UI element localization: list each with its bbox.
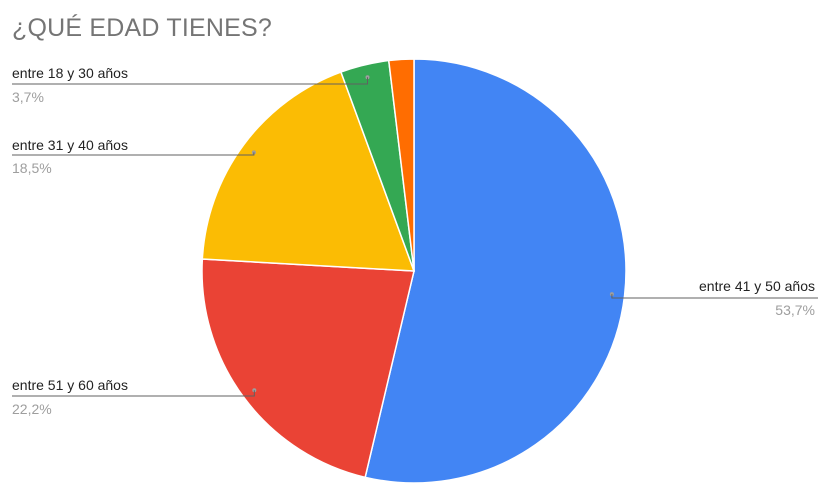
slice-percent-2: 18,5% xyxy=(12,160,52,176)
leader-line-0 xyxy=(611,294,818,299)
slice-label-2: entre 31 y 40 años xyxy=(12,137,128,153)
leader-line-2 xyxy=(12,152,255,156)
pie-labels: entre 41 y 50 años 53,7% entre 51 y 60 año… xyxy=(12,65,818,417)
leader-line-3 xyxy=(12,77,368,85)
pie-slice-2[interactable] xyxy=(201,71,416,272)
slice-percent-3: 3,7% xyxy=(12,89,44,105)
pie-slice-4[interactable] xyxy=(387,58,415,272)
leader-line-1 xyxy=(12,390,255,397)
slice-label-1: entre 51 y 60 años xyxy=(12,377,128,393)
slice-percent-1: 22,2% xyxy=(12,401,52,417)
slice-label-3: entre 18 y 30 años xyxy=(12,65,128,81)
slice-label-0: entre 41 y 50 años xyxy=(699,278,815,294)
pie-slice-0[interactable] xyxy=(364,58,627,484)
pie-wedges xyxy=(201,58,627,484)
slice-percent-0: 53,7% xyxy=(775,302,815,318)
pie-slice-1[interactable] xyxy=(201,258,415,479)
chart-title: ¿QUÉ EDAD TIENES? xyxy=(12,14,272,42)
